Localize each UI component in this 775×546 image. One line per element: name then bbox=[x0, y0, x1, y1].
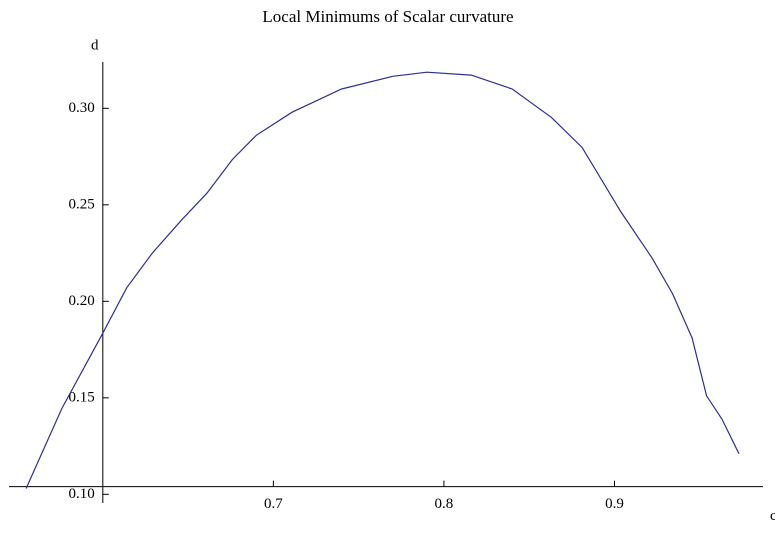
x-axis-label: c bbox=[770, 508, 775, 524]
y-tick-label: 0.25 bbox=[69, 196, 95, 212]
y-tick-label: 0.15 bbox=[69, 389, 95, 405]
line-series bbox=[25, 71, 740, 489]
x-tick-label: 0.8 bbox=[435, 496, 454, 512]
y-tick-label: 0.30 bbox=[69, 100, 95, 116]
x-tick-label: 0.9 bbox=[605, 496, 624, 512]
x-tick-label: 0.7 bbox=[264, 496, 283, 512]
chart-title: Local Minimums of Scalar curvature bbox=[262, 7, 513, 26]
y-tick-label: 0.10 bbox=[69, 486, 95, 502]
y-tick-label: 0.20 bbox=[69, 293, 95, 309]
y-axis-label: d bbox=[91, 37, 99, 53]
